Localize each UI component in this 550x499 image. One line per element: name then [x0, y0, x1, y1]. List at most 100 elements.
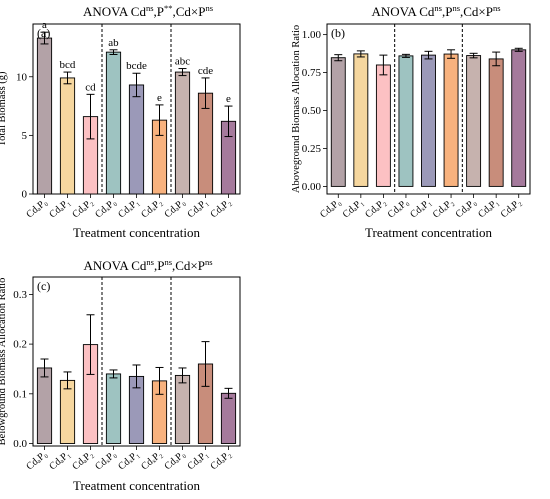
significance-letter: e — [226, 93, 231, 105]
significance-letter: cd — [85, 81, 96, 93]
y-tick-label: 0.0 — [13, 438, 27, 450]
x-tick-label: CdₓP₁ — [116, 197, 141, 221]
x-tick-label: CdₐP₁ — [341, 197, 366, 221]
chart-title: ANOVA Cdns,Pns,Cd×Pns — [83, 257, 212, 273]
bar-4 — [105, 373, 122, 444]
y-axis-title: Aboveground Biomass Allocation Ratio — [291, 25, 302, 193]
y-tick-label: 0 — [22, 189, 28, 201]
x-tick-label: CdₓP₀ — [386, 197, 412, 221]
x-axis-title: Treatment concentration — [73, 478, 200, 493]
bar-4 — [398, 55, 414, 187]
bar-3 — [375, 64, 391, 187]
x-tick-label: CdₔP₀ — [163, 197, 188, 221]
y-axis-title: Belowground Biomass Allocation Ratio — [0, 278, 8, 446]
y-tick-label: 0.2 — [13, 339, 27, 351]
title-text: ANOVA Cd — [371, 4, 434, 19]
significance-letter: bcd — [60, 59, 76, 71]
bar-1 — [36, 367, 53, 444]
significance-letter: ab — [108, 37, 119, 49]
x-tick-label: CdₓP₀ — [93, 197, 119, 221]
bar-2 — [59, 77, 76, 195]
panel-label: (a) — [37, 26, 50, 40]
chart-title: ANOVA Cdns,Pns,Cd×Pns — [371, 3, 500, 19]
x-tick-label: CdₔP₀ — [163, 449, 188, 473]
bar-7 — [174, 71, 191, 195]
title-text: ANOVA Cd — [83, 258, 146, 273]
x-tick-label: CdₐP₁ — [47, 449, 72, 473]
y-tick-label: 5 — [22, 130, 28, 142]
x-tick-label: CdₔP₂ — [499, 197, 524, 220]
chart-panel-1: 0 5 10 a CdₐP₀ bcd CdₐP₁ cd CdₐP₂ ab CdₓP₀ bcde CdₓP… — [0, 3, 241, 240]
title-text: ,P — [154, 258, 164, 273]
x-tick-label: CdₓP₁ — [116, 449, 141, 473]
x-tick-label: CdₔP₁ — [186, 197, 211, 220]
significance-letter: e — [157, 92, 162, 104]
bar-9 — [511, 49, 527, 187]
title-superscript: ns — [146, 257, 154, 267]
bar-8 — [488, 58, 504, 187]
x-tick-label: CdₐP₀ — [24, 449, 49, 473]
significance-letter: abc — [175, 56, 190, 68]
x-tick-label: CdₔP₂ — [209, 197, 234, 220]
y-tick-label: 1.00 — [302, 29, 322, 41]
y-axis-title: Total Biomass (g) — [0, 71, 8, 147]
y-tick-label: 10 — [16, 71, 28, 83]
bar-7 — [466, 55, 482, 187]
x-tick-label: CdₐP₁ — [47, 197, 72, 221]
significance-letter: bcde — [126, 60, 147, 72]
title-superscript: ns — [205, 257, 213, 267]
chart-title: ANOVA Cdns,P**,Cd×Pns — [83, 3, 213, 19]
y-tick-label: 0.00 — [302, 181, 322, 193]
y-tick-label: 0.50 — [302, 105, 322, 117]
title-text: ANOVA Cd — [83, 4, 146, 19]
title-superscript: ns — [164, 257, 172, 267]
x-tick-label: CdₔP₀ — [454, 197, 479, 221]
x-tick-label: CdₔP₁ — [476, 197, 501, 220]
title-superscript: ns — [205, 3, 213, 13]
bar-6 — [443, 53, 459, 187]
bar-4 — [105, 51, 122, 195]
chart-panel-2: 0.00 0.25 0.50 0.75 1.00 CdₐP₀CdₐP₁CdₐP₂CdₓP₀… — [291, 3, 531, 240]
bar-7 — [174, 374, 191, 444]
significance-letter: a — [42, 19, 47, 31]
bar-5 — [128, 84, 145, 195]
title-superscript: ns — [452, 3, 460, 13]
x-tick-label: CdₓP₂ — [139, 197, 164, 221]
panel-label: (b) — [331, 26, 345, 40]
significance-letter: cde — [198, 65, 213, 77]
x-axis-title: Treatment concentration — [365, 225, 492, 240]
x-tick-label: CdₔP₂ — [209, 449, 234, 472]
title-text: ,Cd×P — [460, 4, 493, 19]
x-tick-label: CdₐP₂ — [70, 449, 95, 473]
x-tick-label: CdₔP₁ — [186, 449, 211, 472]
y-tick-label: 0.1 — [13, 388, 27, 400]
title-superscript: ns — [146, 3, 154, 13]
x-tick-label: CdₓP₂ — [139, 449, 164, 473]
x-tick-label: CdₐP₂ — [70, 197, 95, 221]
title-superscript: ** — [164, 3, 173, 13]
title-text: ,Cd×P — [172, 4, 205, 19]
title-superscript: ns — [493, 3, 501, 13]
panel-label: (c) — [37, 279, 50, 293]
bar-2 — [59, 379, 76, 444]
title-text: ,P — [442, 4, 452, 19]
x-tick-label: CdₐP₂ — [363, 197, 388, 221]
y-tick-label: 0.75 — [302, 67, 322, 79]
x-axis-title: Treatment concentration — [73, 225, 200, 240]
title-text: ,P — [154, 4, 164, 19]
bar-5 — [421, 54, 436, 187]
bar-1 — [36, 37, 53, 195]
x-tick-label: CdₓP₀ — [93, 449, 119, 473]
bar-9 — [220, 392, 237, 444]
chart-panel-3: 0.0 0.1 0.2 0.3 CdₐP₀CdₐP₁CdₐP₂CdₓP₀CdₓP₁Cdₓ… — [0, 257, 241, 493]
x-tick-label: CdₐP₀ — [24, 197, 49, 221]
bar-1 — [330, 57, 346, 187]
x-tick-label: CdₐP₀ — [318, 197, 343, 221]
y-tick-label: 0.3 — [13, 289, 27, 301]
title-superscript: ns — [434, 3, 442, 13]
x-tick-label: CdₓP₂ — [431, 197, 456, 221]
x-tick-label: CdₓP₁ — [408, 197, 433, 221]
y-tick-label: 0.25 — [302, 143, 322, 155]
title-text: ,Cd×P — [172, 258, 205, 273]
